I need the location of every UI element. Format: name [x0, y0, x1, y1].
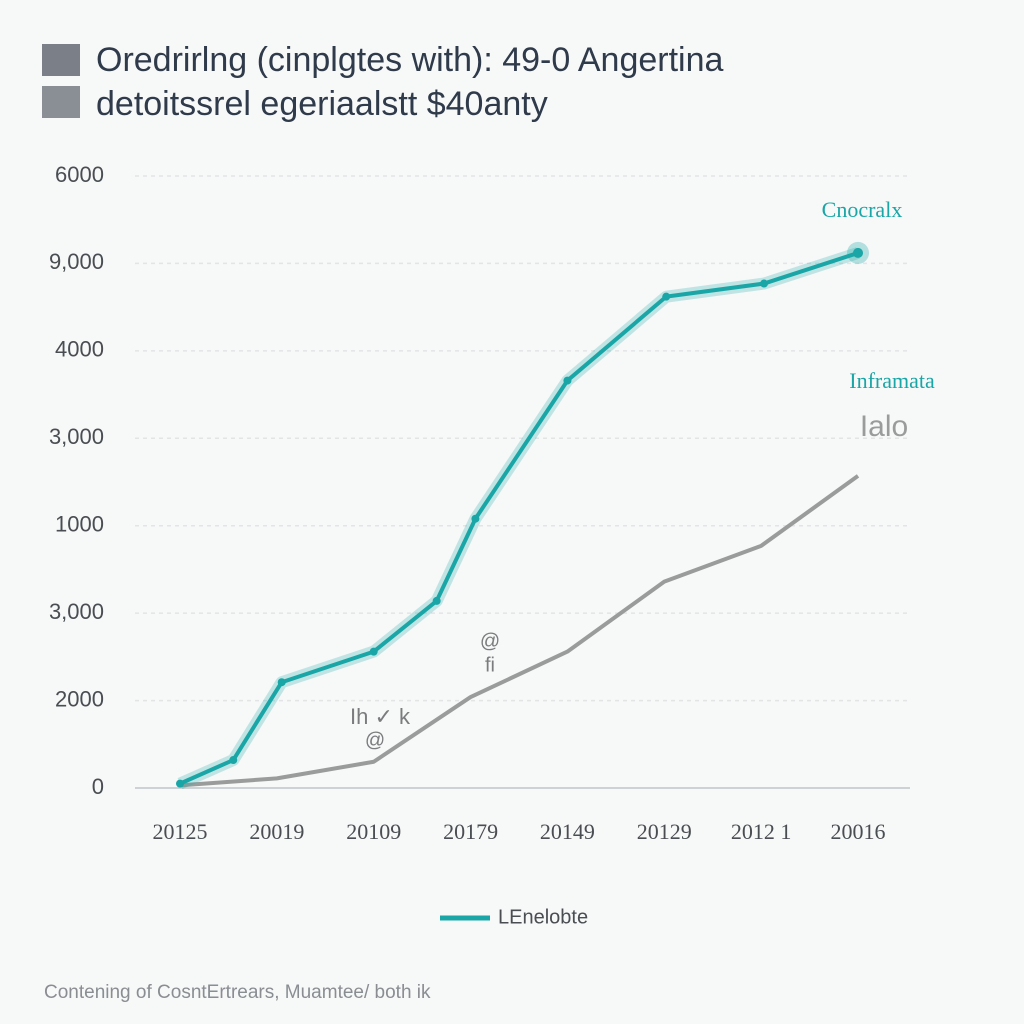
point	[369, 647, 378, 656]
annotation: @	[365, 729, 385, 751]
x-tick-label: 20016	[831, 819, 886, 844]
y-tick-label: 4000	[55, 337, 104, 362]
annotation: Ialo	[860, 410, 908, 443]
series-line	[179, 251, 859, 786]
annotation: fi	[485, 654, 495, 676]
x-tick-label: 20109	[346, 819, 401, 844]
source-note: Contening of CosntErtrears, Muamtee/ bot…	[44, 982, 431, 1003]
x-tick-label: 2012 1	[731, 819, 792, 844]
y-tick-label: 6000	[55, 162, 104, 187]
x-tick-label: 20149	[540, 819, 595, 844]
x-tick-label: 20179	[443, 819, 498, 844]
point	[277, 678, 286, 687]
annotation: Cnocralx	[822, 197, 903, 222]
annotation: Ih ✓ k	[350, 704, 411, 729]
y-tick-label: 0	[92, 774, 104, 799]
point	[760, 279, 769, 288]
point	[432, 596, 441, 605]
point	[853, 247, 863, 258]
point	[229, 756, 238, 765]
point	[176, 779, 184, 788]
chart-title: Oredrirlng (cinplgtes with): 49-0 Angert…	[96, 41, 723, 79]
x-tick-label: 20019	[249, 819, 304, 844]
subtitle-icon	[42, 86, 80, 118]
chart-subtitle: detoitssrel egeriaalstt $40anty	[96, 85, 548, 123]
y-tick-label: 2000	[55, 686, 104, 711]
legend-label: LEnelobte	[498, 906, 588, 928]
title-icon	[42, 44, 80, 76]
y-tick-label: 3,000	[49, 599, 104, 624]
annotation: Inframata	[849, 368, 935, 393]
x-tick-label: 20125	[153, 819, 208, 844]
point	[471, 514, 480, 523]
y-tick-label: 1000	[55, 512, 104, 537]
y-tick-label: 3,000	[49, 424, 104, 449]
annotation: @	[480, 630, 500, 652]
point	[563, 376, 572, 385]
y-tick-label: 9,000	[49, 249, 104, 274]
x-tick-label: 20129	[637, 819, 692, 844]
point	[662, 292, 671, 301]
series-line	[179, 474, 860, 788]
